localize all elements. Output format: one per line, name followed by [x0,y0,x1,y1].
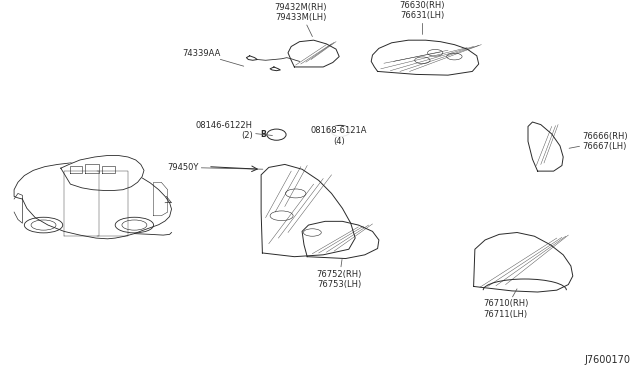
Polygon shape [528,122,563,171]
Polygon shape [270,67,280,71]
Text: 76666(RH)
76667(LH): 76666(RH) 76667(LH) [569,132,628,151]
Text: B: B [260,130,266,139]
Text: J7600170: J7600170 [584,355,630,365]
Text: 08168-6121A
(4): 08168-6121A (4) [311,126,367,146]
Polygon shape [288,40,339,67]
Polygon shape [61,155,144,190]
Text: 76710(RH)
76711(LH): 76710(RH) 76711(LH) [483,289,528,319]
Polygon shape [371,40,479,75]
Text: B: B [324,126,330,135]
Polygon shape [302,221,379,259]
Text: 76752(RH)
76753(LH): 76752(RH) 76753(LH) [317,259,362,289]
Polygon shape [261,164,355,257]
Text: 08146-6122H
(2): 08146-6122H (2) [196,121,273,140]
Text: 79432M(RH)
79433M(LH): 79432M(RH) 79433M(LH) [275,3,327,36]
Text: 79450Y: 79450Y [167,163,263,172]
Polygon shape [474,232,573,292]
Text: 76630(RH)
76631(LH): 76630(RH) 76631(LH) [399,1,445,35]
Polygon shape [246,56,257,60]
Text: 74339AA: 74339AA [182,49,244,66]
